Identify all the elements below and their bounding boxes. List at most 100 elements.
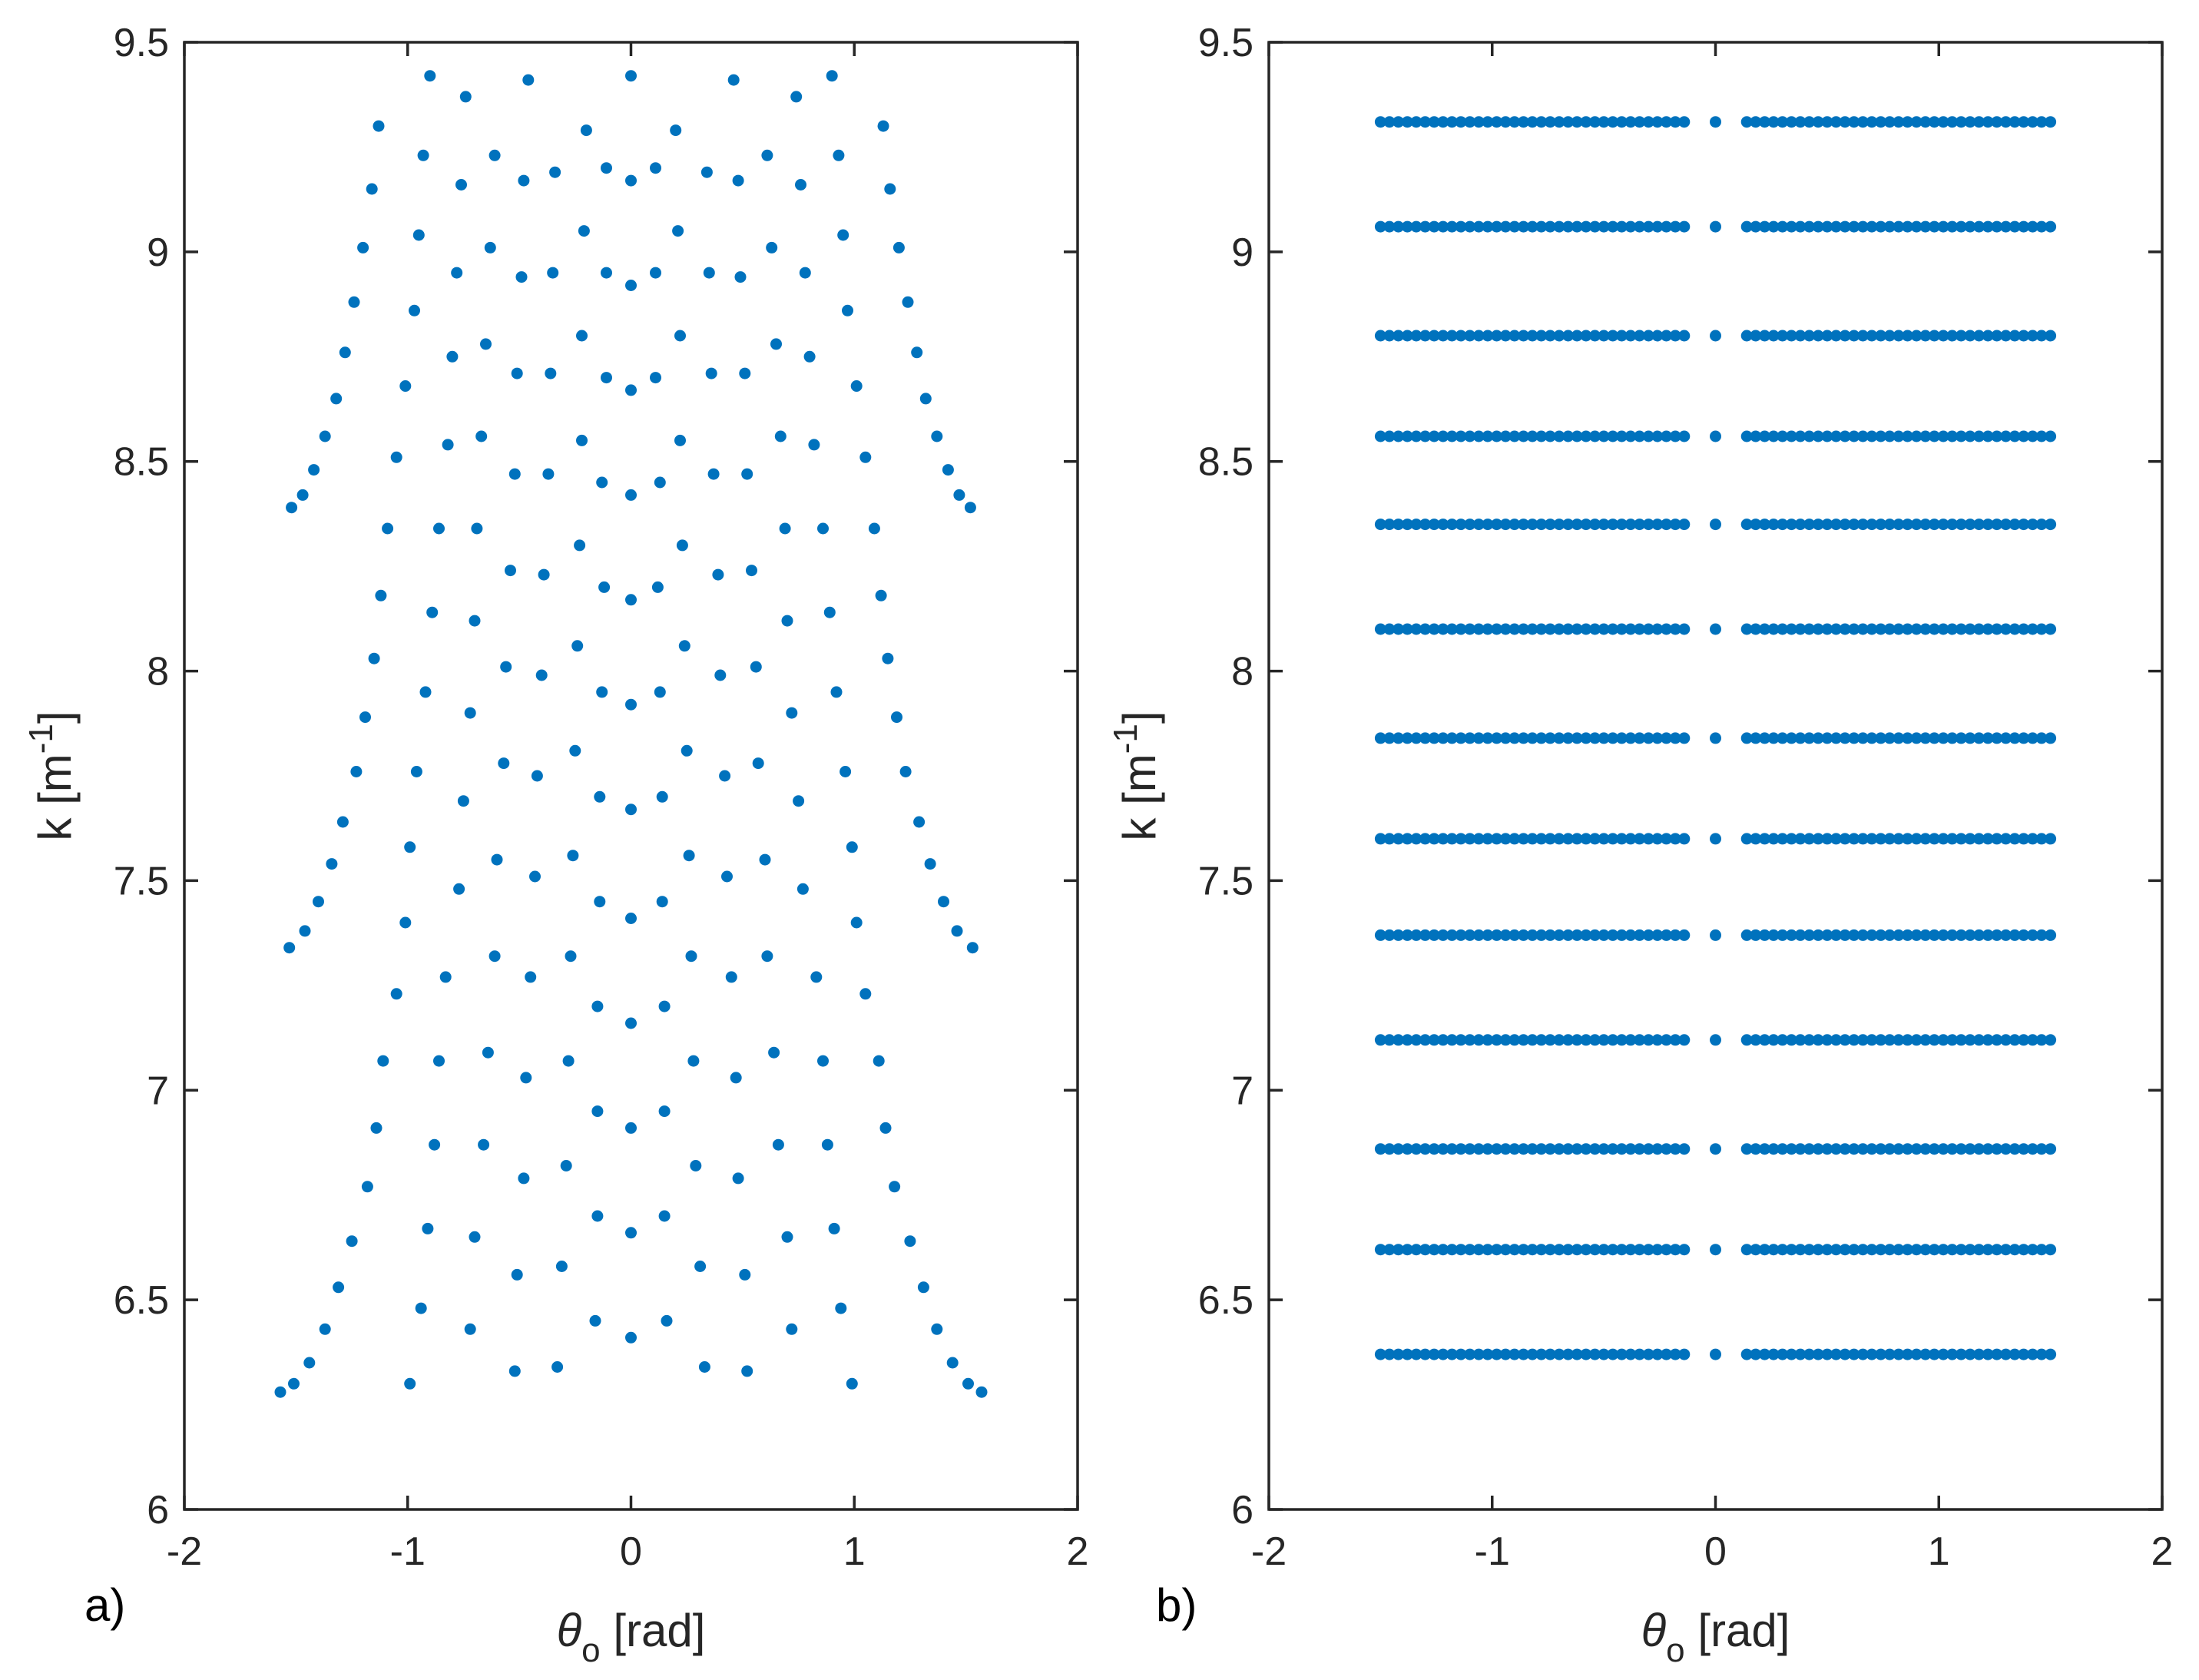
- data-point: [326, 858, 338, 870]
- data-point: [1740, 519, 1753, 531]
- data-point: [1615, 116, 1628, 128]
- data-point: [651, 581, 664, 593]
- data-point: [1973, 1034, 1985, 1046]
- data-point: [1518, 116, 1529, 128]
- data-point: [761, 149, 773, 161]
- data-point: [840, 766, 852, 777]
- data-point: [1634, 833, 1646, 845]
- data-point: [531, 770, 543, 782]
- data-point: [1982, 1034, 1994, 1046]
- data-point: [1902, 623, 1913, 635]
- data-point: [672, 225, 684, 237]
- data-point: [1472, 519, 1485, 531]
- data-point: [650, 162, 661, 174]
- data-point: [1607, 220, 1619, 233]
- data-point: [1509, 519, 1521, 531]
- data-point: [1491, 1143, 1503, 1155]
- data-point: [1740, 1034, 1753, 1046]
- data-point: [2000, 833, 2012, 845]
- data-point: [1615, 330, 1628, 342]
- data-point: [2026, 1348, 2038, 1360]
- data-point: [1902, 1034, 1913, 1046]
- data-point: [1482, 732, 1494, 744]
- data-point: [1455, 1244, 1467, 1256]
- data-point: [698, 1361, 710, 1373]
- data-point: [1866, 430, 1878, 442]
- data-point: [1383, 430, 1396, 442]
- data-point: [1750, 623, 1762, 635]
- data-point: [654, 476, 666, 489]
- data-point: [1607, 833, 1619, 845]
- data-point: [475, 430, 488, 442]
- x-tick-label: 0: [1704, 1529, 1727, 1574]
- data-point: [453, 883, 465, 895]
- data-point: [1374, 929, 1386, 941]
- data-point: [1437, 330, 1449, 342]
- data-point: [562, 1055, 575, 1067]
- data-point: [1710, 220, 1721, 233]
- data-point: [1794, 1034, 1807, 1046]
- y-tick-label: 7: [1231, 1069, 1253, 1113]
- data-point: [1902, 833, 1913, 845]
- data-point: [2045, 833, 2057, 845]
- data-point: [439, 971, 452, 983]
- data-point: [2026, 1143, 2038, 1155]
- data-point: [1740, 116, 1753, 128]
- data-point: [1491, 220, 1503, 233]
- data-point: [1401, 833, 1413, 845]
- data-point: [574, 539, 586, 552]
- data-point: [366, 183, 378, 195]
- data-point: [1464, 1034, 1476, 1046]
- data-point: [1928, 330, 1940, 342]
- data-point: [1991, 519, 2003, 531]
- data-point: [1472, 116, 1485, 128]
- data-point: [1419, 1143, 1431, 1155]
- data-point: [1472, 929, 1485, 941]
- data-point: [846, 841, 858, 853]
- data-point: [1518, 623, 1529, 635]
- data-point: [1740, 1348, 1753, 1360]
- data-point: [1491, 732, 1503, 744]
- data-point: [578, 225, 590, 237]
- data-point: [1410, 1244, 1422, 1256]
- data-point: [650, 372, 661, 384]
- data-point: [1893, 1143, 1905, 1155]
- data-point: [1848, 1348, 1860, 1360]
- data-point: [1410, 519, 1422, 531]
- data-point: [1499, 430, 1512, 442]
- data-point: [1526, 220, 1538, 233]
- data-point: [1982, 330, 1994, 342]
- data-point: [1651, 519, 1664, 531]
- data-point: [1856, 330, 1869, 342]
- data-point: [1991, 1034, 2003, 1046]
- data-point: [357, 241, 369, 253]
- data-point: [1491, 929, 1503, 941]
- data-point: [1544, 732, 1556, 744]
- data-point: [1624, 1143, 1637, 1155]
- data-point: [1428, 732, 1440, 744]
- y-axis-text: k [m: [29, 754, 81, 840]
- data-point: [1589, 833, 1601, 845]
- data-point: [761, 950, 773, 963]
- data-point: [1383, 1244, 1396, 1256]
- data-point: [419, 686, 432, 698]
- data-point: [1562, 220, 1575, 233]
- data-point: [1580, 519, 1592, 531]
- y-tick-label: 9.5: [114, 21, 169, 65]
- data-point: [1464, 519, 1476, 531]
- data-point: [1803, 330, 1816, 342]
- data-point: [1937, 1143, 1949, 1155]
- data-point: [359, 711, 371, 724]
- data-point: [368, 652, 380, 664]
- data-point: [1803, 430, 1816, 442]
- data-point: [2026, 623, 2038, 635]
- data-point: [1928, 220, 1940, 233]
- data-point: [1910, 732, 1922, 744]
- data-point: [1902, 116, 1913, 128]
- data-point: [1383, 732, 1396, 744]
- data-point: [1759, 519, 1770, 531]
- data-point: [830, 686, 843, 698]
- data-point: [817, 1055, 829, 1067]
- data-point: [1830, 519, 1842, 531]
- data-point: [1446, 1348, 1458, 1360]
